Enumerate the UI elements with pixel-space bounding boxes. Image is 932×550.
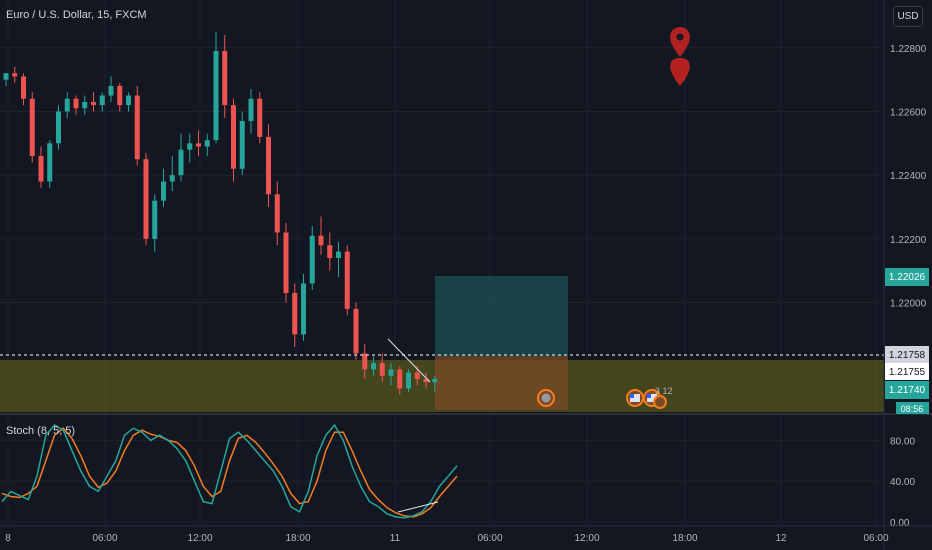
- candle: [29, 92, 35, 163]
- candle: [108, 76, 114, 102]
- time-axis[interactable]: 8 06:00 12:00 18:00 11 06:00 12:00 18:00 12 06:00: [5, 533, 889, 544]
- time-tick-label: 12: [775, 533, 787, 544]
- candle: [99, 92, 105, 112]
- time-tick-label: 18:00: [285, 533, 310, 544]
- time-tick-label: 11: [390, 533, 401, 544]
- event-icon[interactable]: [537, 389, 555, 407]
- candle: [423, 372, 429, 389]
- candle: [169, 156, 175, 192]
- time-tick-label: 06:00: [863, 533, 888, 544]
- candle: [47, 140, 53, 188]
- svg-text:1.21740: 1.21740: [889, 385, 926, 396]
- candle: [21, 73, 26, 106]
- candle: [406, 369, 411, 392]
- candle: [222, 35, 228, 118]
- target-price-label: 1.22026: [885, 268, 929, 286]
- svg-text:1.22026: 1.22026: [889, 272, 926, 283]
- candle: [301, 273, 306, 341]
- candle: [82, 95, 88, 115]
- stoch-tick-label: 80.00: [890, 436, 915, 447]
- candle: [248, 89, 254, 134]
- price-axis[interactable]: 1.228001.226001.224001.222001.220001.218…: [890, 44, 927, 373]
- stoch-grid: [0, 439, 884, 523]
- time-tick-label: 18:00: [672, 533, 697, 544]
- candle: [161, 168, 166, 207]
- time-tick-label: 8: [5, 533, 11, 544]
- map-pin-icon[interactable]: [670, 58, 690, 86]
- entry-price-label: 1.21740: [885, 381, 929, 399]
- candle: [196, 130, 201, 157]
- svg-text:08:56: 08:56: [901, 404, 924, 414]
- candle: [283, 222, 289, 303]
- svg-text:1.21755: 1.21755: [889, 367, 926, 378]
- candle: [3, 73, 9, 86]
- stoch-title[interactable]: Stoch (8, 5, 5): [6, 425, 76, 437]
- time-tick-label: 06:00: [92, 533, 117, 544]
- stoch-tick-label: 40.00: [890, 477, 915, 488]
- profit-zone[interactable]: [435, 276, 568, 356]
- candle: [397, 366, 403, 395]
- candle: [56, 105, 61, 150]
- candle: [187, 133, 193, 163]
- candle: [379, 353, 385, 383]
- candle: [213, 31, 219, 144]
- candle: [12, 66, 18, 83]
- map-pin-icon-top: [670, 27, 690, 57]
- candle: [318, 216, 324, 255]
- price-tick-label: 1.22600: [890, 107, 927, 118]
- candle: [91, 92, 96, 112]
- time-tick-label: 12:00: [574, 533, 599, 544]
- candle: [152, 194, 158, 252]
- candle: [38, 146, 44, 188]
- candle: [309, 226, 315, 290]
- flag-us-icon[interactable]: [653, 395, 667, 409]
- candle: [257, 92, 263, 144]
- candle: [274, 181, 280, 246]
- price-tick-label: 1.22800: [890, 44, 927, 55]
- time-tick-label: 12:00: [187, 533, 212, 544]
- flag-us-icon[interactable]: [626, 389, 644, 407]
- candle: [143, 152, 149, 246]
- candle: [432, 375, 438, 392]
- candles: [3, 31, 438, 395]
- candle: [353, 302, 359, 360]
- price-tick-label: 1.22400: [890, 171, 927, 182]
- candle: [344, 245, 350, 316]
- candle: [231, 98, 236, 182]
- symbol-title[interactable]: Euro / U.S. Dollar, 15, FXCM: [6, 9, 147, 21]
- candle: [126, 92, 131, 112]
- candle: [388, 363, 394, 386]
- crosshair-price-label: 1.21755: [885, 363, 929, 380]
- stoch-k-line: [1, 423, 458, 519]
- candle: [134, 85, 140, 166]
- stoch-tick-label: 0.00: [890, 518, 910, 529]
- stoch-trend-line[interactable]: [397, 501, 439, 513]
- time-tick-label: 06:00: [477, 533, 502, 544]
- candle: [362, 343, 368, 379]
- grid: [0, 0, 884, 526]
- candle: [117, 82, 123, 112]
- candle: [336, 242, 341, 278]
- countdown-label: 08:56: [896, 402, 929, 414]
- candle: [64, 92, 70, 118]
- price-tick-label: 1.22200: [890, 235, 927, 246]
- svg-text:1.21758: 1.21758: [889, 350, 926, 361]
- candle: [239, 111, 245, 176]
- price-tick-label: 1.22000: [890, 299, 927, 310]
- currency-button[interactable]: USD: [893, 6, 923, 27]
- candle: [178, 133, 184, 182]
- stoch-axis: 80.00 40.00 0.00: [890, 436, 915, 529]
- candle: [266, 124, 271, 207]
- candle: [292, 283, 298, 348]
- trend-line[interactable]: [387, 338, 431, 383]
- candle: [204, 133, 210, 157]
- last-price-label: 1.21758: [885, 346, 929, 364]
- candle: [371, 356, 376, 376]
- candle: [327, 232, 333, 271]
- candle: [73, 95, 79, 115]
- event-badge-count: 3 12: [655, 386, 673, 396]
- stoch-d-line: [1, 427, 458, 518]
